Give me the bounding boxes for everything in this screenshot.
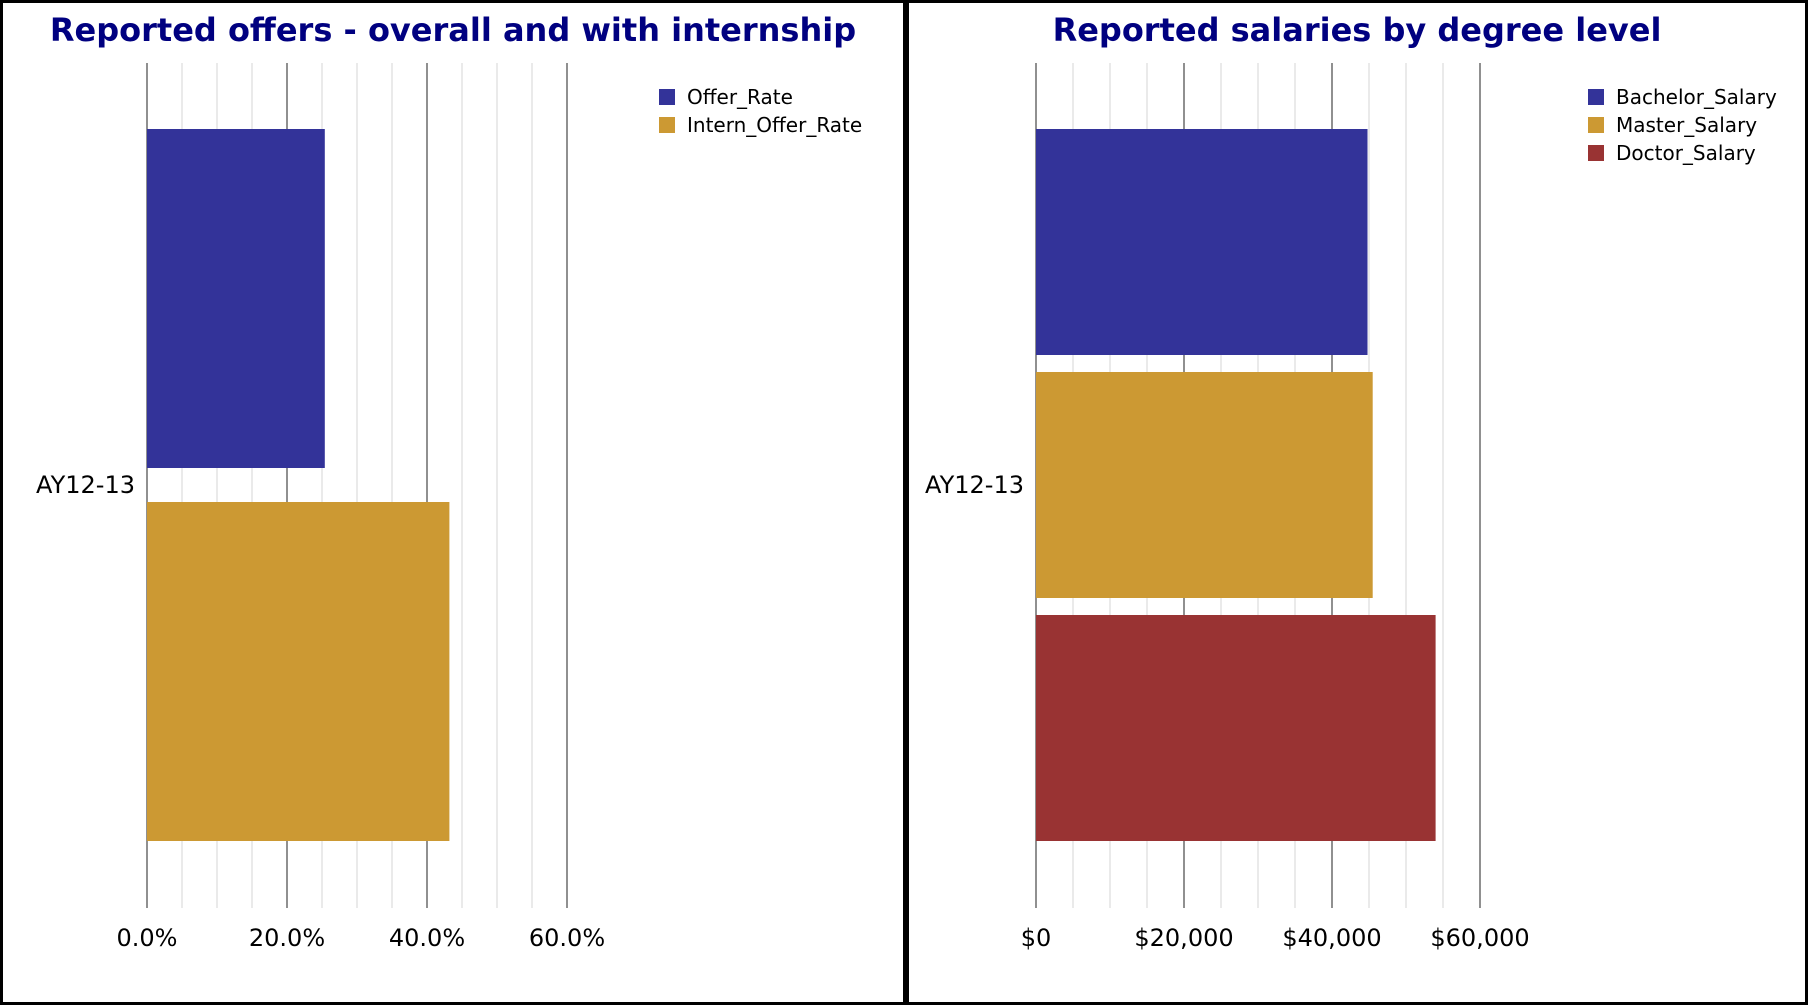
salaries-chart-title: Reported salaries by degree level [1052, 11, 1662, 49]
bar-master-salary [1036, 372, 1373, 598]
legend-swatch [1588, 89, 1604, 105]
x-tick-label: 60.0% [529, 924, 605, 952]
legend-label: Bachelor_Salary [1616, 85, 1777, 109]
offers-chart-title: Reported offers - overall and with inter… [49, 11, 857, 49]
salaries-chart-svg: $0 $20,000 $40,000 $60,000 AY12-13 Bachelor_S… [925, 63, 1777, 952]
legend-label: Offer_Rate [687, 85, 793, 109]
legend-label: Master_Salary [1616, 113, 1757, 137]
bar-intern-offer-rate [147, 502, 450, 841]
legend-label: Intern_Offer_Rate [687, 113, 862, 137]
x-tick-label: 40.0% [389, 924, 465, 952]
x-tick-label: 20.0% [249, 924, 325, 952]
bar-offer-rate [147, 129, 325, 468]
x-tick-label: $60,000 [1430, 924, 1529, 952]
x-tick-label: $0 [1021, 924, 1052, 952]
legend-swatch [1588, 117, 1604, 133]
offers-chart-svg: 0.0% 20.0% 40.0% 60.0% AY12-13 Offer_Rate Inte… [36, 63, 862, 952]
bar-doctor-salary [1036, 615, 1436, 841]
y-category-label: AY12-13 [36, 471, 135, 499]
legend-label: Doctor_Salary [1616, 141, 1756, 165]
bar-bachelor-salary [1036, 129, 1368, 355]
x-tick-label: $40,000 [1282, 924, 1381, 952]
x-tick-label: $20,000 [1134, 924, 1233, 952]
legend-swatch [659, 89, 675, 105]
y-category-label: AY12-13 [925, 471, 1024, 499]
salaries-chart-panel: Reported salaries by degree level $0 $20,… [906, 0, 1808, 1005]
x-tick-label: 0.0% [117, 924, 178, 952]
legend-swatch [1588, 145, 1604, 161]
offers-chart-panel: Reported offers - overall and with inter… [0, 0, 906, 1005]
legend-swatch [659, 117, 675, 133]
